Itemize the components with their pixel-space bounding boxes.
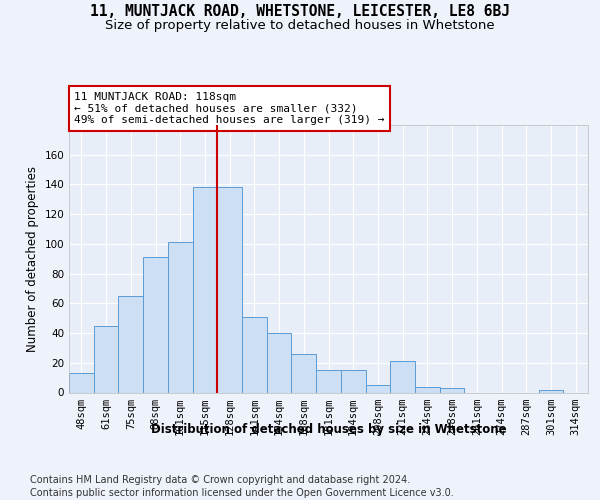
Bar xyxy=(292,354,316,393)
Bar xyxy=(193,188,217,392)
Text: Contains public sector information licensed under the Open Government Licence v3: Contains public sector information licen… xyxy=(30,488,454,498)
Bar xyxy=(143,258,168,392)
Bar xyxy=(69,373,94,392)
Bar xyxy=(341,370,365,392)
Text: Contains HM Land Registry data © Crown copyright and database right 2024.: Contains HM Land Registry data © Crown c… xyxy=(30,475,410,485)
Text: 11, MUNTJACK ROAD, WHETSTONE, LEICESTER, LE8 6BJ: 11, MUNTJACK ROAD, WHETSTONE, LEICESTER,… xyxy=(90,4,510,19)
Bar xyxy=(94,326,118,392)
Y-axis label: Number of detached properties: Number of detached properties xyxy=(26,166,39,352)
Bar xyxy=(365,385,390,392)
Bar xyxy=(242,316,267,392)
Text: Size of property relative to detached houses in Whetstone: Size of property relative to detached ho… xyxy=(105,19,495,32)
Bar xyxy=(440,388,464,392)
Bar xyxy=(390,362,415,392)
Bar xyxy=(316,370,341,392)
Bar xyxy=(217,188,242,392)
Bar xyxy=(168,242,193,392)
Bar xyxy=(539,390,563,392)
Text: 11 MUNTJACK ROAD: 118sqm
← 51% of detached houses are smaller (332)
49% of semi-: 11 MUNTJACK ROAD: 118sqm ← 51% of detach… xyxy=(74,92,385,125)
Bar xyxy=(267,333,292,392)
Text: Distribution of detached houses by size in Whetstone: Distribution of detached houses by size … xyxy=(151,422,506,436)
Bar xyxy=(415,386,440,392)
Bar xyxy=(118,296,143,392)
